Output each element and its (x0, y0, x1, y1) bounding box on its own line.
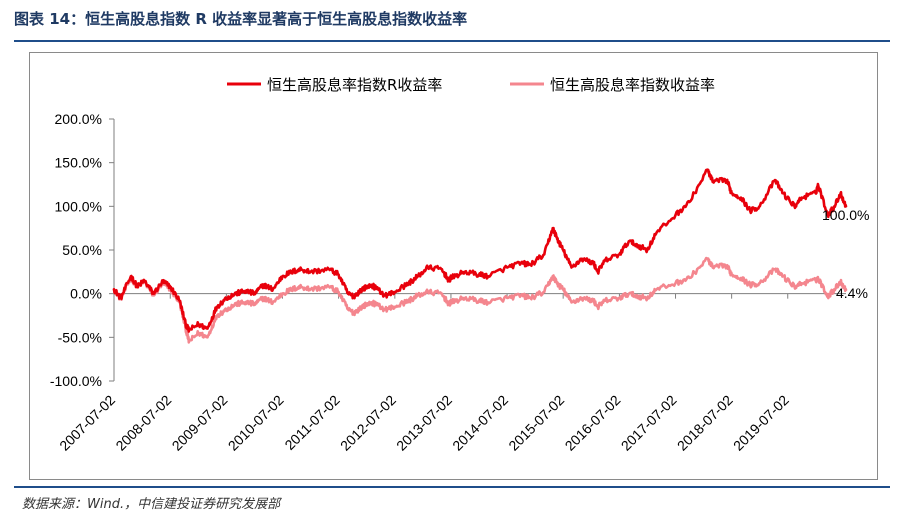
x-tick-label: 2018-07-02 (674, 392, 736, 454)
figure-title: 图表 14：恒生高股息指数 R 收益率显著高于恒生高股息指数收益率 (14, 10, 468, 28)
chart-frame (29, 52, 878, 480)
series-end-label-2: 4.4% (836, 285, 868, 301)
x-tick-label: 2011-07-02 (281, 392, 342, 453)
legend-label-2: 恒生高股息率指数收益率 (550, 76, 715, 94)
x-tick-label: 2009-07-02 (169, 392, 231, 454)
y-tick-label: 200.0% (55, 111, 102, 127)
y-tick-label: 50.0% (62, 242, 102, 258)
x-tick-label: 2008-07-02 (112, 392, 174, 454)
y-tick-label: -100.0% (50, 373, 102, 389)
y-tick-label: 150.0% (55, 155, 102, 171)
x-tick-label: 2007-07-02 (56, 392, 118, 454)
y-tick-label: 0.0% (70, 286, 102, 302)
x-tick-label: 2015-07-02 (505, 392, 567, 454)
x-tick-label: 2016-07-02 (562, 392, 624, 454)
top-rule (14, 40, 890, 42)
series-line-2 (112, 256, 848, 344)
legend-label-1: 恒生高股息率指数R收益率 (267, 76, 442, 94)
series-end-label-1: 100.0% (822, 207, 869, 223)
x-tick-label: 2019-07-02 (730, 392, 792, 454)
source-note: 数据来源：Wind.，中信建投证券研究发展部 (22, 497, 281, 512)
x-tick-label: 2017-07-02 (618, 392, 680, 454)
y-tick-label: 100.0% (55, 198, 102, 214)
x-tick-label: 2012-07-02 (337, 392, 399, 454)
series-line-1 (112, 168, 848, 333)
bottom-rule (14, 486, 890, 488)
x-tick-label: 2014-07-02 (449, 392, 511, 454)
y-tick-label: -50.0% (58, 329, 102, 345)
x-tick-label: 2013-07-02 (393, 392, 455, 454)
x-tick-label: 2010-07-02 (225, 392, 287, 454)
